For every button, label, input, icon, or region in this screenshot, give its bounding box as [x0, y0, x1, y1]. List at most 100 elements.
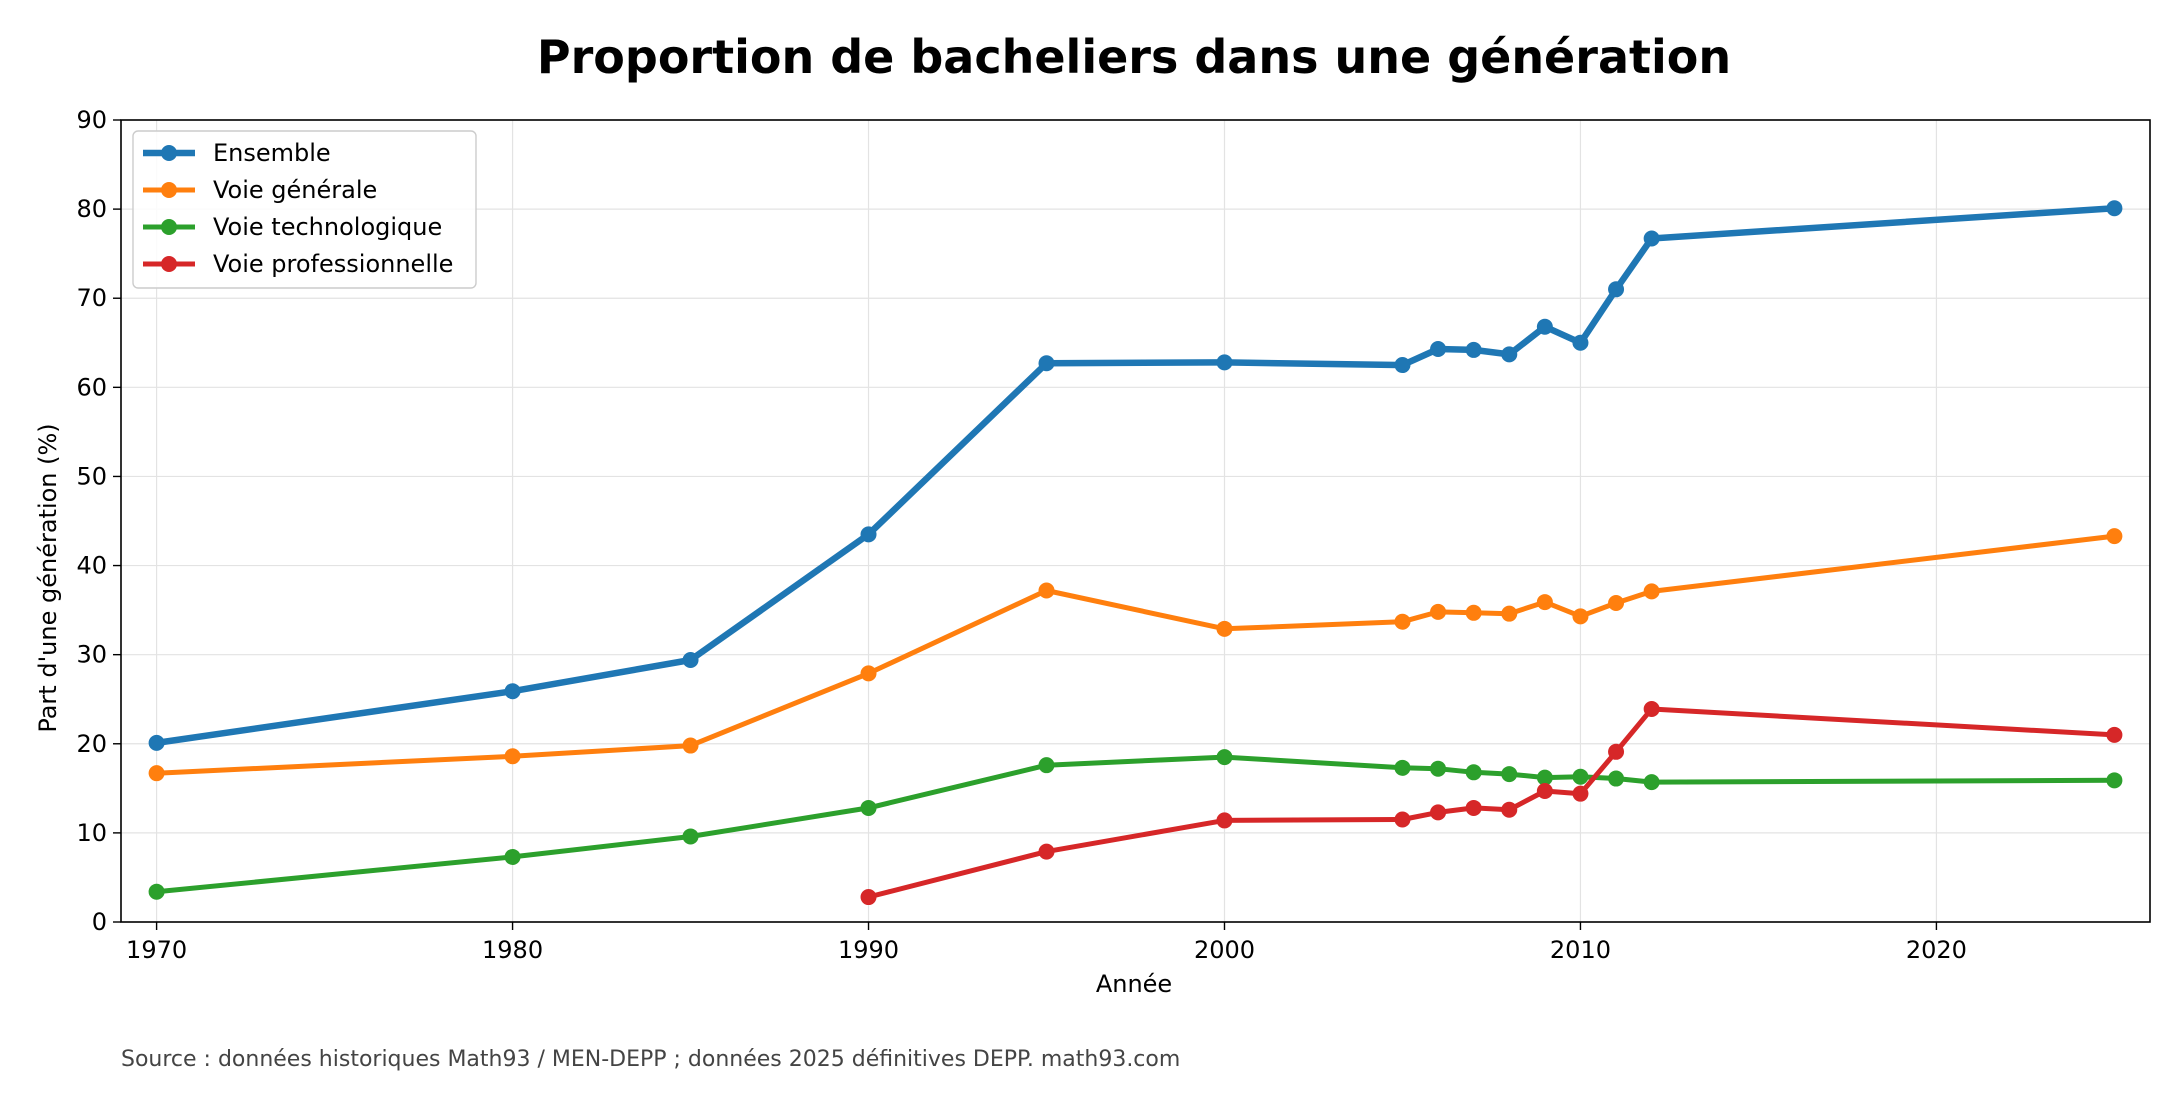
- data-point: [1643, 701, 1660, 718]
- data-point: [1394, 759, 1411, 776]
- grid: [121, 119, 2150, 923]
- data-point: [2106, 726, 2123, 743]
- data-point: [504, 748, 521, 765]
- data-point: [1608, 281, 1625, 298]
- x-tick-label: 1970: [126, 936, 187, 964]
- data-point: [1608, 743, 1625, 760]
- data-point: [1430, 760, 1447, 777]
- series-line: [866, 706, 2117, 900]
- series-voie-professionnelle: [860, 701, 2123, 906]
- data-point: [1430, 603, 1447, 620]
- y-tick-label: 20: [76, 730, 107, 758]
- data-point: [682, 828, 699, 845]
- data-point: [1394, 357, 1411, 374]
- series-layer: [148, 200, 2123, 906]
- x-tick-label: 2010: [1550, 936, 1611, 964]
- data-point: [1216, 354, 1233, 371]
- y-tick-label: 0: [92, 908, 107, 936]
- data-point: [1216, 812, 1233, 829]
- data-point: [860, 526, 877, 543]
- x-axis-label: Année: [1096, 970, 1172, 998]
- data-point: [1572, 608, 1589, 625]
- data-point: [1643, 583, 1660, 600]
- data-point: [1465, 604, 1482, 621]
- data-point: [1038, 582, 1055, 599]
- legend-marker: [161, 256, 177, 272]
- legend-label: Voie technologique: [213, 213, 442, 241]
- legend-label: Voie professionnelle: [213, 250, 453, 278]
- data-point: [1038, 355, 1055, 372]
- data-point: [1572, 334, 1589, 351]
- legend-item: Voie générale: [143, 176, 377, 204]
- y-axis-label: Part d'une génération (%): [34, 423, 62, 732]
- data-point: [1394, 613, 1411, 630]
- legend-marker: [161, 145, 177, 161]
- data-point: [1216, 620, 1233, 637]
- series-line: [154, 754, 2117, 895]
- y-tick-label: 80: [76, 195, 107, 223]
- legend-label: Voie générale: [213, 176, 377, 204]
- y-tick-label: 70: [76, 284, 107, 312]
- legend-marker: [161, 219, 177, 235]
- data-point: [504, 683, 521, 700]
- y-tick-label: 50: [76, 462, 107, 490]
- data-point: [1536, 318, 1553, 335]
- data-point: [1643, 230, 1660, 247]
- data-point: [1536, 769, 1553, 786]
- plot-frame: [120, 119, 2151, 923]
- data-point: [1430, 341, 1447, 358]
- data-point: [1216, 749, 1233, 766]
- data-point: [1038, 843, 1055, 860]
- x-tick-label: 1990: [838, 936, 899, 964]
- data-point: [860, 799, 877, 816]
- series-voie-technologique: [148, 749, 2123, 900]
- legend-label: Ensemble: [213, 139, 331, 167]
- data-point: [504, 848, 521, 865]
- data-point: [682, 652, 699, 669]
- data-point: [1465, 799, 1482, 816]
- legend-box: [132, 130, 477, 289]
- x-tick-label: 2000: [1194, 936, 1255, 964]
- data-point: [1608, 770, 1625, 787]
- data-point: [1501, 605, 1518, 622]
- data-point: [1394, 811, 1411, 828]
- data-point: [148, 765, 165, 782]
- data-point: [148, 883, 165, 900]
- y-tick-label: 10: [76, 819, 107, 847]
- data-point: [148, 734, 165, 751]
- data-point: [1572, 768, 1589, 785]
- y-tick-label: 30: [76, 641, 107, 669]
- legend-marker: [161, 182, 177, 198]
- legend-item: Voie professionnelle: [143, 250, 453, 278]
- data-point: [1643, 774, 1660, 791]
- data-point: [1536, 594, 1553, 611]
- data-point: [1430, 804, 1447, 821]
- data-point: [2106, 528, 2123, 545]
- series-ensemble: [148, 200, 2123, 751]
- axis-ticks: 1970 1980 1990 2000 2010 2020 0 10 20 30 40 50 60 70 8…: [76, 106, 1967, 964]
- x-tick-label: 2020: [1906, 936, 1967, 964]
- data-point: [1501, 766, 1518, 783]
- data-point: [1501, 801, 1518, 818]
- source-note: Source : données historiques Math93 / ME…: [121, 1047, 1180, 1072]
- y-tick-label: 40: [76, 552, 107, 580]
- x-tick-label: 1980: [482, 936, 543, 964]
- y-tick-label: 60: [76, 373, 107, 401]
- data-point: [1608, 594, 1625, 611]
- legend: Ensemble Voie générale Voie technologique V…: [132, 130, 477, 289]
- data-point: [1465, 764, 1482, 781]
- chart-title: Proportion de bacheliers dans une généra…: [537, 30, 1731, 84]
- data-point: [2106, 200, 2123, 217]
- data-point: [1465, 341, 1482, 358]
- y-tick-label: 90: [76, 106, 107, 134]
- data-point: [1572, 785, 1589, 802]
- legend-item: Voie technologique: [143, 213, 442, 241]
- data-point: [1536, 783, 1553, 800]
- legend-item: Ensemble: [143, 139, 331, 167]
- data-point: [1038, 757, 1055, 774]
- data-point: [1501, 346, 1518, 363]
- series-voie-g-n-rale: [148, 528, 2123, 782]
- data-point: [2106, 772, 2123, 789]
- data-point: [682, 737, 699, 754]
